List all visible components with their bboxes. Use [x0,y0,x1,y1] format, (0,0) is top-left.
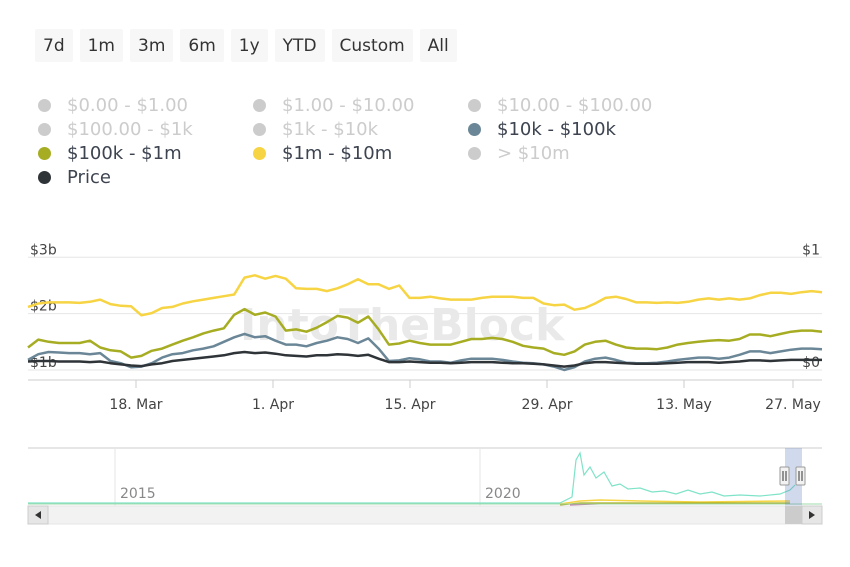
navigator-year-label: 2015 [120,486,156,502]
legend-item[interactable]: $0.00 - $1.00 [38,95,188,116]
handle-grip-icon [782,471,787,481]
x-axis-tick-label: 27. May [765,397,821,413]
arrow-right-icon [809,511,815,519]
navigator-series-line [28,451,796,504]
navigator-left-handle[interactable] [779,466,790,486]
x-axis-tick-label: 15. Apr [385,397,436,413]
legend-item[interactable]: $10k - $100k [468,119,616,140]
series-line-2 [27,332,823,372]
legend-label: $10k - $100k [497,119,616,140]
range-button-1m[interactable]: 1m [79,29,123,62]
range-button-all[interactable]: All [419,29,457,62]
legend-marker-icon [253,99,266,112]
range-button-7d[interactable]: 7d [35,29,73,62]
legend-label: $10.00 - $100.00 [497,95,653,116]
legend-marker-icon [38,147,51,160]
legend-marker-icon [468,147,481,160]
legend-marker-icon [468,99,481,112]
legend-marker-icon [468,123,481,136]
legend-marker-icon [38,171,51,184]
legend-label: $1k - $10k [282,119,379,140]
navigator-year-label: 2020 [485,486,521,502]
legend-label: $100k - $1m [67,143,182,164]
y-axis-right-tick: $1 [802,242,820,258]
legend-marker-icon [38,99,51,112]
x-axis-tick-label: 1. Apr [252,397,294,413]
series-line-1 [27,307,823,359]
legend-marker-icon [38,123,51,136]
y-axis-left-tick: $3b [30,242,57,258]
range-button-3m[interactable]: 3m [130,29,174,62]
scrollbar-track [27,505,823,525]
range-button-6m[interactable]: 6m [180,29,224,62]
legend-label: $0.00 - $1.00 [67,95,188,116]
legend-label: Price [67,167,111,188]
legend-label: $100.00 - $1k [67,119,193,140]
y-axis-left-tick: $1b [30,355,57,371]
legend-label: > $10m [497,143,570,164]
range-button-ytd[interactable]: YTD [274,29,325,62]
legend-item[interactable]: $1m - $10m [253,143,392,164]
y-axis-right-tick: $0 [802,355,820,371]
legend-label: $1.00 - $10.00 [282,95,415,116]
arrow-left-icon [35,511,41,519]
series-line-0 [27,274,823,317]
navigator-window [785,448,802,506]
range-button-custom[interactable]: Custom [331,29,413,62]
range-button-1y[interactable]: 1y [230,29,268,62]
scrollbar-thumb[interactable] [785,506,802,524]
navigator-series-line [559,499,791,505]
x-axis-tick-label: 18. Mar [109,397,162,413]
x-axis-tick-label: 13. May [656,397,712,413]
legend-item[interactable]: $100.00 - $1k [38,119,193,140]
legend-marker-icon [253,147,266,160]
legend-item[interactable]: $10.00 - $100.00 [468,95,652,116]
navigator-right-handle[interactable] [795,466,806,486]
legend-item[interactable]: Price [38,167,111,188]
y-axis-left-tick: $2b [30,299,57,315]
handle-grip-icon [798,471,803,481]
legend-item[interactable]: > $10m [468,143,570,164]
legend-marker-icon [253,123,266,136]
legend-item[interactable]: $100k - $1m [38,143,182,164]
series-line-3 [27,350,822,368]
legend-item[interactable]: $1.00 - $10.00 [253,95,414,116]
legend-item[interactable]: $1k - $10k [253,119,378,140]
time-range-selector: 7d 1m 3m 6m 1y YTD Custom All [35,29,457,62]
legend-label: $1m - $10m [282,143,393,164]
x-axis-tick-label: 29. Apr [522,397,573,413]
